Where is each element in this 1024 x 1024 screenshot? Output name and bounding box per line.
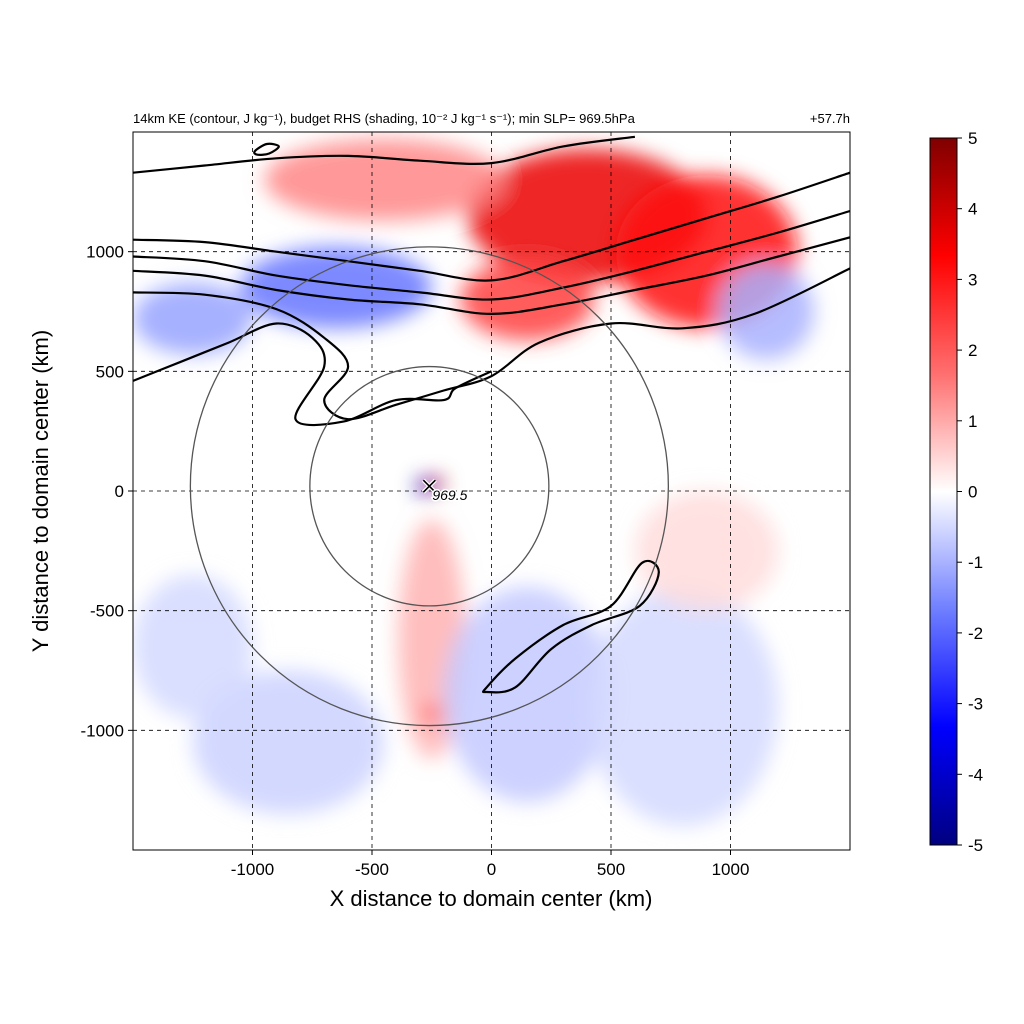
shading-region xyxy=(240,246,432,329)
y-tick-label: -500 xyxy=(90,602,124,621)
shading-region xyxy=(133,574,253,719)
y-tick-label: -1000 xyxy=(81,721,124,740)
ke-contour-line xyxy=(481,559,660,694)
colorbar-tick-label: 0 xyxy=(968,483,977,502)
shading-region xyxy=(718,263,815,360)
x-axis-ticks: -1000 -500 0 500 1000 xyxy=(231,850,750,879)
colorbar-tick-label: -4 xyxy=(968,765,983,784)
shading-region xyxy=(422,706,442,721)
shading-region xyxy=(264,139,504,221)
plot-area: 969.5 xyxy=(132,131,851,851)
y-axis-ticks: -1000 -500 0 500 1000 xyxy=(81,243,133,740)
ke-contour-line xyxy=(133,267,850,421)
storm-center-marker: 969.5 xyxy=(421,478,469,505)
colorbar-tick-label: 5 xyxy=(968,129,977,148)
radius-circles xyxy=(189,246,670,727)
colorbar-tick-label: -1 xyxy=(968,553,983,572)
x-tick-label: 1000 xyxy=(712,860,750,879)
y-tick-label: 0 xyxy=(115,482,124,501)
x-tick-label: 500 xyxy=(597,860,625,879)
ke-contour-line xyxy=(133,236,850,315)
ke-contour-line xyxy=(133,171,850,282)
colorbar-tick-label: -2 xyxy=(968,624,983,643)
colorbar-tick-label: 4 xyxy=(968,200,977,219)
shading-region xyxy=(587,586,779,827)
x-tick-label: 0 xyxy=(487,860,496,879)
x-tick-label: -500 xyxy=(355,860,389,879)
chart-title: 14km KE (contour, J kg⁻¹), budget RHS (s… xyxy=(133,111,636,126)
min-slp-label: 969.5 xyxy=(432,487,467,503)
shading-region xyxy=(416,477,433,495)
radius-circle xyxy=(309,365,550,607)
y-axis-label: Y distance to domain center (km) xyxy=(28,330,53,652)
colorbar: 5 4 3 2 1 0 -1 -2 -3 -4 -5 xyxy=(929,129,983,855)
y-tick-label: 1000 xyxy=(86,243,124,262)
colorbar-tick-label: 3 xyxy=(968,270,977,289)
ke-contour-line xyxy=(253,142,280,156)
shading-region xyxy=(634,490,779,611)
ke-contour-line xyxy=(133,209,850,301)
ke-contour-layer xyxy=(133,135,850,694)
ke-contour-line xyxy=(133,135,636,174)
ke-contour-line xyxy=(133,322,492,427)
colorbar-tick-label: 2 xyxy=(968,341,977,360)
colorbar-bar xyxy=(929,137,958,846)
center-x-mark xyxy=(422,479,436,493)
shading-layer xyxy=(133,139,815,827)
shading-blobs xyxy=(133,139,815,827)
x-tick-label: -1000 xyxy=(231,860,274,879)
colorbar-tick-label: 1 xyxy=(968,412,977,431)
colorbar-ticks: 5 4 3 2 1 0 -1 -2 -3 -4 -5 xyxy=(957,129,983,855)
shading-region xyxy=(133,282,253,355)
radius-circle xyxy=(189,246,670,727)
shading-region xyxy=(443,586,611,803)
y-tick-label: 500 xyxy=(96,362,124,381)
colorbar-tick-label: -3 xyxy=(968,695,983,714)
time-label: +57.7h xyxy=(810,111,850,126)
x-axis-label: X distance to domain center (km) xyxy=(330,886,653,911)
colorbar-tick-label: -5 xyxy=(968,836,983,855)
